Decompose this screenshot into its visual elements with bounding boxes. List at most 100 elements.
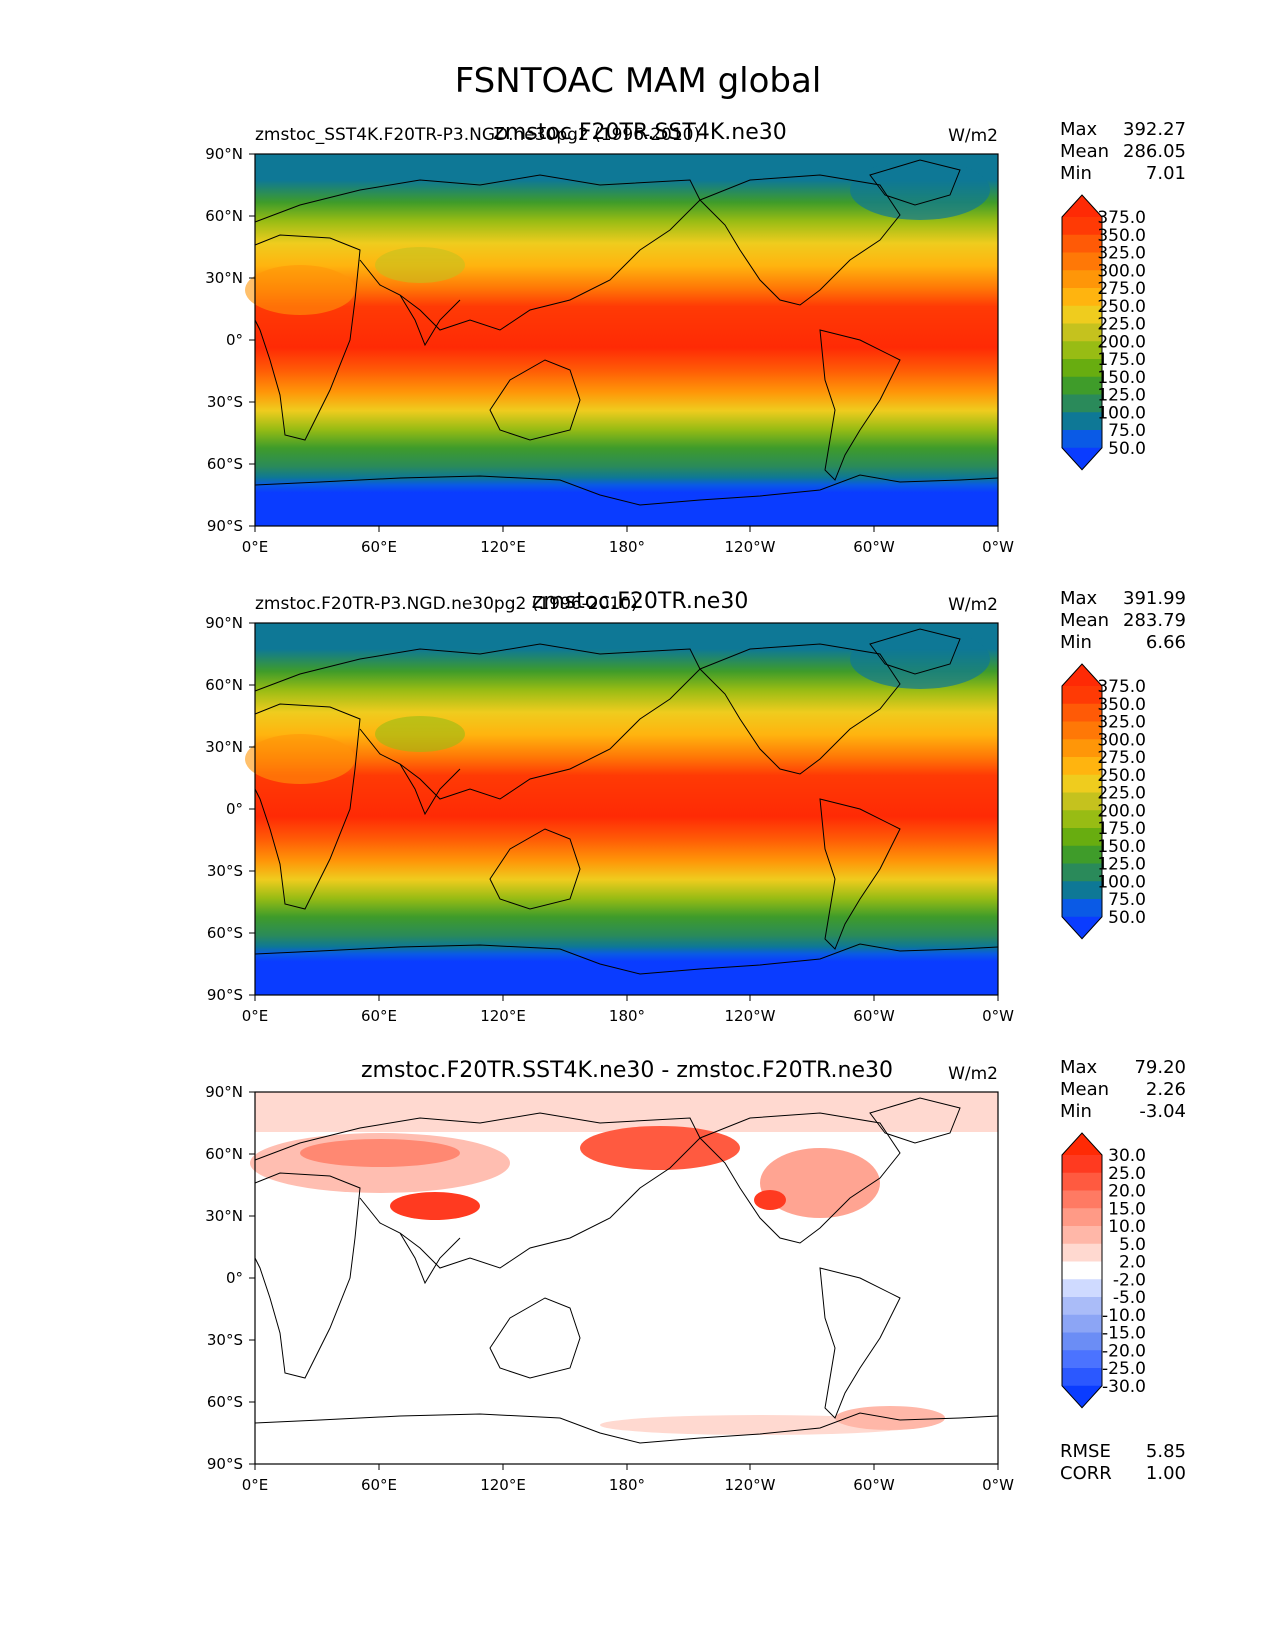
colorbar-band bbox=[1062, 234, 1102, 253]
colorbar-band bbox=[1062, 412, 1102, 431]
colorbar-label: 300.0 bbox=[1097, 261, 1146, 281]
colorbar-label: 325.0 bbox=[1097, 713, 1146, 733]
colorbar-band bbox=[1062, 1190, 1102, 1209]
colorbar-band bbox=[1062, 430, 1102, 449]
coast-australia bbox=[489, 1297, 581, 1379]
lon-tick-label: 0°W bbox=[982, 1007, 1014, 1025]
colorbar-label: -30.0 bbox=[1102, 1377, 1146, 1397]
coast-south-america bbox=[819, 1267, 901, 1419]
coast-eurasia bbox=[254, 1112, 701, 1269]
colorbar-band bbox=[1062, 1155, 1102, 1174]
colorbar-band bbox=[1062, 217, 1102, 236]
colorbar-band bbox=[1062, 1243, 1102, 1262]
stat-mean-value: 286.05 bbox=[1123, 141, 1186, 162]
lat-tick-label: 90°N bbox=[205, 1083, 243, 1101]
colorbar: 375.0350.0325.0300.0275.0250.0225.0200.0… bbox=[1061, 663, 1146, 940]
map-plot bbox=[245, 622, 999, 996]
lat-axis: 90°N 60°N 30°N 0° 30°S 60°S 90°S bbox=[205, 614, 255, 1004]
coast-south-america bbox=[819, 798, 901, 950]
arctic-band bbox=[255, 1092, 998, 1132]
lon-tick-label: 60°W bbox=[853, 1476, 895, 1494]
panel-title-left: zmstoc_SST4K.F20TR-P3.NGD.ne30pg2 (1996-… bbox=[255, 125, 700, 145]
skill-scores: RMSE 5.85 CORR 1.00 bbox=[1060, 1441, 1186, 1484]
coast-india bbox=[399, 763, 461, 816]
lat-tick-label: 30°S bbox=[207, 393, 243, 411]
colorbar-band bbox=[1062, 1368, 1102, 1387]
colorbar-label: 2.0 bbox=[1119, 1253, 1146, 1273]
colorbar-label: 150.0 bbox=[1097, 368, 1146, 388]
colorbar-band bbox=[1062, 810, 1102, 829]
coastlines bbox=[254, 1097, 999, 1444]
coast-greenland bbox=[869, 159, 961, 206]
stat-mean-value: 283.79 bbox=[1123, 610, 1186, 631]
coast-greenland bbox=[869, 1097, 961, 1144]
lat-tick-label: 30°N bbox=[205, 738, 243, 756]
lat-tick-label: 0° bbox=[226, 1269, 243, 1287]
coast-antarctica bbox=[254, 943, 999, 975]
lon-axis: 0°E 60°E 120°E 180° 120°W 60°W 0°W bbox=[242, 995, 1014, 1025]
colorbar-band bbox=[1062, 792, 1102, 811]
colorbar-label: -2.0 bbox=[1113, 1270, 1146, 1290]
colorbar-label: 250.0 bbox=[1097, 766, 1146, 786]
colorbar-label: 150.0 bbox=[1097, 837, 1146, 857]
lat-tick-label: 60°N bbox=[205, 676, 243, 694]
stats-block: Max 391.99 Mean 283.79 Min 6.66 bbox=[1060, 588, 1186, 653]
coast-africa bbox=[254, 1172, 361, 1379]
colorbar-label: -25.0 bbox=[1102, 1359, 1146, 1379]
stats-block: Max 79.20 Mean 2.26 Min -3.04 bbox=[1060, 1057, 1186, 1122]
lon-axis: 0°E 60°E 120°E 180° 120°W 60°W 0°W bbox=[242, 1464, 1014, 1494]
stat-max-value: 391.99 bbox=[1123, 588, 1186, 609]
colorbar-label: 50.0 bbox=[1108, 439, 1146, 459]
lon-tick-label: 0°E bbox=[242, 538, 269, 556]
lon-tick-label: 60°E bbox=[361, 1007, 397, 1025]
lon-tick-label: 60°W bbox=[853, 538, 895, 556]
panel-units: W/m2 bbox=[948, 595, 998, 615]
colorbar-band bbox=[1062, 899, 1102, 918]
lon-tick-label: 120°E bbox=[480, 538, 526, 556]
coast-north-america bbox=[699, 1112, 901, 1244]
lon-tick-label: 60°W bbox=[853, 1007, 895, 1025]
stat-max-label: Max bbox=[1060, 119, 1098, 140]
eurasia-warming-core bbox=[300, 1139, 460, 1167]
lat-tick-label: 0° bbox=[226, 331, 243, 349]
lat-tick-label: 30°N bbox=[205, 269, 243, 287]
panel-title-left: zmstoc.F20TR-P3.NGD.ne30pg2 (1996-2010) bbox=[255, 594, 638, 614]
panel-title-center: zmstoc.F20TR.ne30 bbox=[532, 589, 749, 614]
colorbar-label: 125.0 bbox=[1097, 855, 1146, 875]
north-america-warming bbox=[760, 1148, 880, 1218]
coast-australia bbox=[489, 359, 581, 441]
lon-axis: 0°E 60°E 120°E 180° 120°W 60°W 0°W bbox=[242, 526, 1014, 556]
coast-antarctica bbox=[254, 1412, 999, 1444]
lat-tick-label: 90°S bbox=[207, 986, 243, 1004]
colorbar-band bbox=[1062, 1226, 1102, 1245]
colorbar-band bbox=[1062, 686, 1102, 705]
lon-tick-label: 120°W bbox=[725, 538, 776, 556]
lat-tick-label: 30°S bbox=[207, 862, 243, 880]
colorbar-outline bbox=[1061, 194, 1103, 471]
colorbar-label: -15.0 bbox=[1102, 1324, 1146, 1344]
colorbar-label: 350.0 bbox=[1097, 695, 1146, 715]
map-field bbox=[255, 154, 998, 526]
colorbar-label: 75.0 bbox=[1108, 421, 1146, 441]
colorbar-outline bbox=[1061, 663, 1103, 940]
stat-mean-value: 2.26 bbox=[1146, 1079, 1186, 1100]
lon-tick-label: 120°E bbox=[480, 1007, 526, 1025]
panel-2: zmstoc.F20TR-P3.NGD.ne30pg2 (1996-2010) … bbox=[205, 588, 1186, 1025]
figure-title: FSNTOAC MAM global bbox=[455, 61, 822, 101]
colorbar-label: 30.0 bbox=[1108, 1146, 1146, 1166]
arctic-region bbox=[850, 160, 990, 220]
colorbar-label: 225.0 bbox=[1097, 784, 1146, 804]
arctic-region bbox=[850, 629, 990, 689]
colorbar-band bbox=[1062, 394, 1102, 413]
colorbar-label: 250.0 bbox=[1097, 297, 1146, 317]
colorbar-band bbox=[1062, 845, 1102, 864]
stat-min-value: -3.04 bbox=[1139, 1101, 1186, 1122]
colorbar-label: 5.0 bbox=[1119, 1235, 1146, 1255]
colorbar-band bbox=[1062, 1350, 1102, 1369]
rmse-value: 5.85 bbox=[1146, 1441, 1186, 1462]
stat-mean-label: Mean bbox=[1060, 1079, 1109, 1100]
coast-south-america bbox=[819, 329, 901, 481]
colorbar-band bbox=[1062, 1172, 1102, 1191]
coast-eurasia bbox=[254, 174, 701, 331]
lat-tick-label: 90°S bbox=[207, 517, 243, 535]
